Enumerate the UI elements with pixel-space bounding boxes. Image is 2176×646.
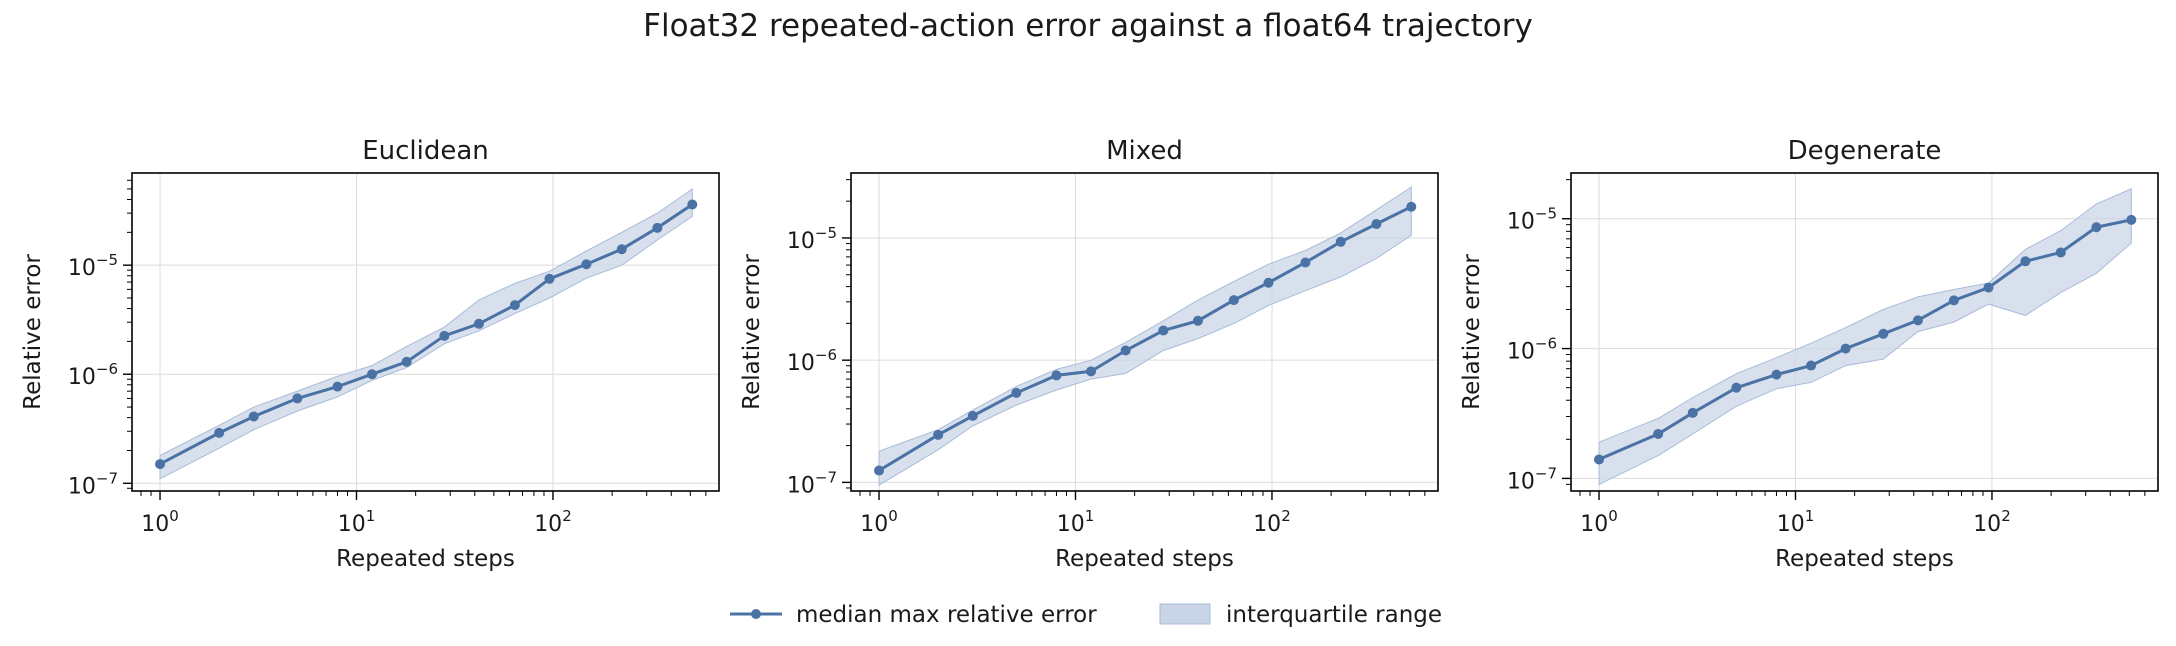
panels: 100 101 102 10−7 10−6 10−5 Euclidean Repeated s… <box>20 136 2159 572</box>
median-point <box>581 259 592 270</box>
median-point <box>473 318 484 329</box>
median-point <box>1653 428 1664 439</box>
median-point <box>1687 407 1698 418</box>
x-tick-label: 102 <box>534 507 572 537</box>
median-point <box>1158 325 1169 336</box>
plot-frame <box>1570 172 2159 492</box>
y-tick-label: 10−7 <box>1507 464 1557 494</box>
y-axis-label: Relative error <box>1459 254 1485 410</box>
iqr-band <box>159 187 693 480</box>
median-point <box>214 427 225 438</box>
median-point <box>1011 387 1022 398</box>
y-tick-label: 10−7 <box>787 468 837 498</box>
median-point <box>652 222 663 233</box>
median-point <box>1406 201 1417 212</box>
median-point <box>616 244 627 255</box>
iqr-band <box>878 186 1412 486</box>
x-tick-label: 102 <box>1973 507 2011 537</box>
median-point <box>1051 370 1062 381</box>
median-point <box>1120 345 1131 356</box>
median-point <box>439 330 450 341</box>
median-point <box>292 393 303 404</box>
y-tick-label: 10−6 <box>68 360 118 390</box>
panel-title: Euclidean <box>362 136 489 166</box>
panel-title: Degenerate <box>1788 136 1942 166</box>
median-point <box>687 199 698 210</box>
y-axis-label: Relative error <box>20 254 46 410</box>
median-point <box>155 459 166 470</box>
iqr-band <box>1598 188 2132 486</box>
median-point <box>1912 315 1923 326</box>
median-point <box>933 429 944 440</box>
y-tick-label: 10−6 <box>1507 335 1557 365</box>
x-axis-label: Repeated steps <box>1055 546 1234 572</box>
x-tick-label: 101 <box>338 507 376 537</box>
median-point <box>1192 315 1203 326</box>
median-point <box>248 411 259 422</box>
median-point <box>2126 214 2137 225</box>
median-point <box>967 410 978 421</box>
legend: median max relative error interquartile … <box>730 602 1442 628</box>
median-point <box>2020 256 2031 267</box>
legend-median-marker <box>751 609 761 619</box>
median-point <box>1371 219 1382 230</box>
median-point <box>1731 382 1742 393</box>
x-axis-label: Repeated steps <box>336 546 515 572</box>
panel-mixed: 100 101 102 10−7 10−6 10−5 Mixed Repeated steps… <box>739 136 1439 572</box>
plot-frame <box>850 172 1439 492</box>
y-tick-label: 10−5 <box>1507 205 1557 235</box>
x-axis-label: Repeated steps <box>1775 546 1954 572</box>
median-point <box>1263 277 1274 288</box>
median-point <box>874 465 885 476</box>
x-tick-label: 102 <box>1253 507 1291 537</box>
median-point <box>2055 247 2066 258</box>
median-point <box>2091 222 2102 233</box>
plot-frame <box>131 172 720 492</box>
median-point <box>1086 366 1097 377</box>
median-point <box>1948 295 1959 306</box>
x-tick-label: 100 <box>141 507 179 537</box>
median-point <box>367 369 378 380</box>
median-point <box>544 273 555 284</box>
panel-euclidean: 100 101 102 10−7 10−6 10−5 Euclidean Repeated s… <box>20 136 720 572</box>
median-point <box>1878 328 1889 339</box>
median-point <box>1806 360 1817 371</box>
y-tick-label: 10−5 <box>68 251 118 281</box>
figure-title: Float32 repeated-action error against a … <box>643 8 1533 44</box>
panel-title: Mixed <box>1106 136 1183 166</box>
y-axis-label: Relative error <box>739 254 765 410</box>
median-point <box>401 356 412 367</box>
median-point <box>1300 257 1311 268</box>
y-tick-label: 10−5 <box>787 224 837 254</box>
median-point <box>1335 236 1346 247</box>
median-point <box>509 300 520 311</box>
legend-iqr-label: interquartile range <box>1226 602 1442 628</box>
x-tick-label: 101 <box>1777 507 1815 537</box>
median-point <box>1771 369 1782 380</box>
median-point <box>1228 295 1239 306</box>
median-point <box>1983 282 1994 293</box>
y-tick-label: 10−6 <box>787 346 837 376</box>
panel-degenerate: 100 101 102 10−7 10−6 10−5 Degenerate Repeated … <box>1459 136 2159 572</box>
x-tick-label: 100 <box>1580 507 1618 537</box>
y-tick-label: 10−7 <box>68 469 118 499</box>
x-tick-label: 100 <box>860 507 898 537</box>
median-point <box>1594 454 1605 465</box>
median-point <box>332 381 343 392</box>
legend-iqr-swatch <box>1159 603 1211 625</box>
legend-median-label: median max relative error <box>796 602 1097 628</box>
x-tick-label: 101 <box>1057 507 1095 537</box>
median-point <box>1840 343 1851 354</box>
